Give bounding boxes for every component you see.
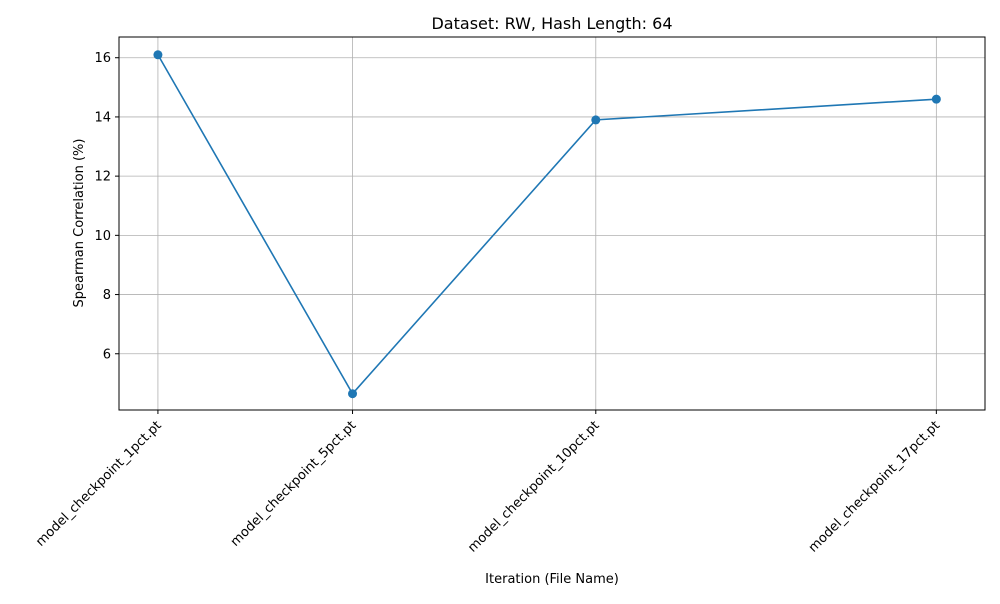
data-series [153,50,941,399]
grid-lines [119,37,985,410]
y-axis-ticks: 6 8 10 12 14 16 [94,51,119,362]
x-axis-label: Iteration (File Name) [485,572,619,587]
chart-title: Dataset: RW, Hash Length: 64 [431,14,672,33]
y-tick-label: 14 [94,110,111,125]
y-axis-label: Spearman Correlation (%) [72,139,87,308]
data-point [591,115,601,125]
y-tick-label: 12 [94,170,111,185]
plot-frame [118,36,986,411]
y-tick-label: 6 [103,347,111,362]
series-line [157,54,937,396]
y-tick-label: 10 [94,229,111,244]
y-tick-label: 8 [103,288,111,303]
data-point [153,50,163,60]
data-point [931,94,941,104]
data-point [348,389,358,399]
y-tick-label: 16 [94,51,111,66]
